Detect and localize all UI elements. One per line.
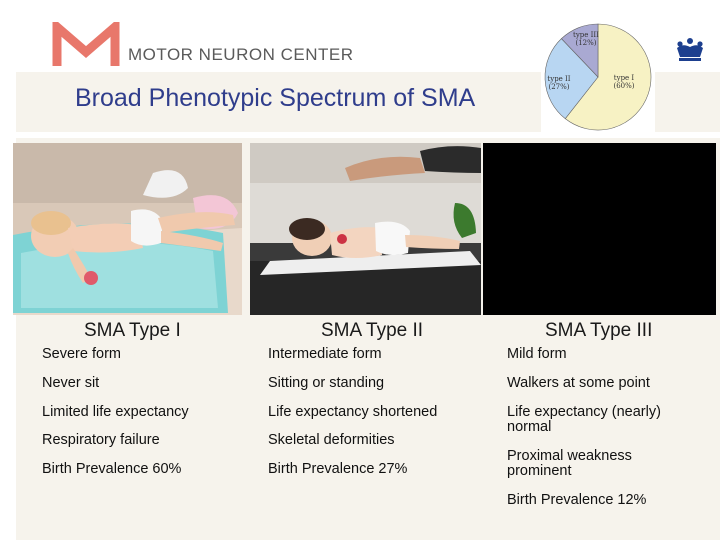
pie-label-type-ii: type II (27%) [547, 75, 571, 91]
pie-label-type-iii: type III (12%) [573, 31, 599, 47]
list-item: Sitting or standing [268, 375, 385, 391]
list-item: Severe form [42, 346, 121, 362]
list-item: Skeletal deformities [268, 432, 395, 448]
list-item: Proximal weakness prominent [507, 448, 632, 479]
pie-slice-type-iii [561, 23, 599, 78]
crown-icon [677, 38, 703, 61]
list-item: Birth Prevalence 60% [42, 461, 182, 477]
pie-slice-type-ii [544, 38, 599, 120]
list-item: Life expectancy (nearly) normal [507, 404, 661, 435]
pie-chart: type III (12%) type II (27%) type I (60%) [541, 22, 655, 132]
photo-sma-type-1 [13, 143, 242, 315]
pie-label-type-i: type I (60%) [613, 74, 635, 90]
m-letter-logo-icon [52, 22, 120, 66]
band-divider [16, 132, 720, 138]
photo-sma-type-2 [250, 143, 481, 315]
list-item: Walkers at some point [507, 375, 650, 391]
logo-text: MOTOR NEURON CENTER [128, 45, 354, 64]
column-heading-type-3: SMA Type III [545, 320, 653, 341]
list-item: Limited life expectancy [42, 404, 189, 420]
list-item: Respiratory failure [42, 432, 160, 448]
column-heading-type-1: SMA Type I [84, 320, 181, 341]
list-item: Never sit [42, 375, 100, 391]
list-item: Birth Prevalence 27% [268, 461, 408, 477]
column-heading-type-2: SMA Type II [321, 320, 424, 341]
page-title: Broad Phenotypic Spectrum of SMA [75, 84, 476, 112]
list-item: Mild form [507, 346, 567, 362]
list-item: Life expectancy shortened [268, 404, 438, 420]
list-item: Intermediate form [268, 346, 382, 362]
video-sma-type-3[interactable] [483, 143, 716, 315]
pie-slice-type-i [564, 23, 652, 131]
list-item: Birth Prevalence 12% [507, 492, 647, 508]
